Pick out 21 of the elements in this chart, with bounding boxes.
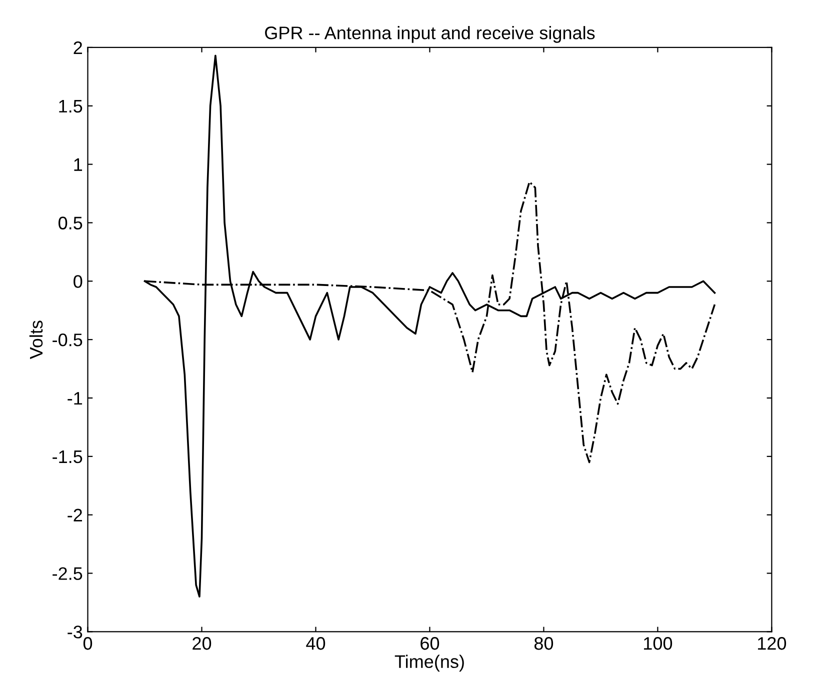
y-tick-label: 2 — [74, 41, 82, 54]
x-tick-label: 80 — [534, 637, 554, 650]
y-tick-label: -3 — [68, 626, 82, 638]
y-tick-label: -1.5 — [52, 450, 82, 464]
chart-title: GPR -- Antenna input and receive signals — [265, 26, 595, 43]
x-tick-label: 100 — [644, 637, 672, 650]
x-tick-label: 20 — [192, 637, 212, 650]
x-tick-label: 120 — [758, 637, 786, 650]
y-tick-label: 1 — [74, 158, 82, 171]
y-tick-label: 1.5 — [59, 100, 82, 113]
x-tick-label: 40 — [306, 637, 326, 650]
x-tick-label: 0 — [83, 637, 92, 650]
y-axis-title: Volts — [29, 320, 43, 360]
y-tick-label: 0.5 — [58, 216, 82, 230]
y-tick-label: -1 — [68, 392, 82, 405]
y-tick-label: -2.5 — [52, 567, 82, 580]
y-tick-label: -0.5 — [52, 334, 82, 346]
y-tick-label: 0 — [74, 275, 82, 288]
x-tick-label: 60 — [420, 637, 440, 650]
y-tick-label: -2 — [68, 508, 82, 522]
x-axis-title: Time(ns) — [394, 654, 464, 672]
